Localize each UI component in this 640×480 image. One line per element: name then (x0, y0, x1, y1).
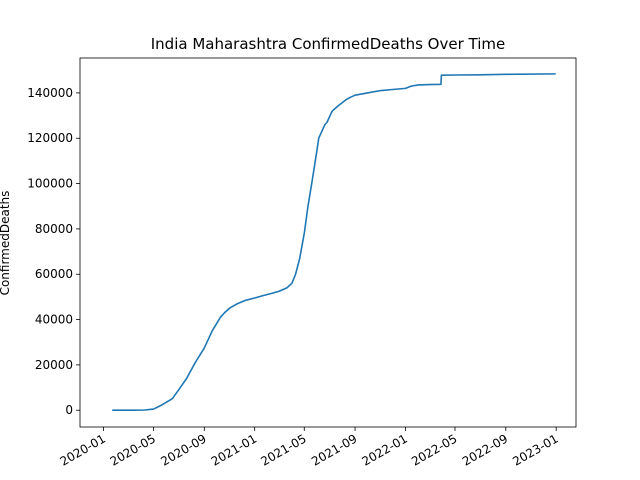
y-tick-label: 140000 (27, 86, 73, 100)
plot-frame (79, 57, 577, 428)
series-line (112, 73, 556, 412)
y-tick-label: 120000 (27, 131, 73, 145)
y-tick-label: 20000 (35, 358, 73, 372)
y-tick-label: 40000 (35, 313, 73, 327)
chart-title: India Maharashtra ConfirmedDeaths Over T… (151, 35, 505, 53)
y-tick-label: 60000 (35, 267, 73, 281)
y-tick-label: 100000 (27, 177, 73, 191)
y-tick-label: 0 (65, 403, 73, 417)
y-axis-label: ConfirmedDeaths (0, 191, 12, 296)
y-tick-label: 80000 (35, 222, 73, 236)
